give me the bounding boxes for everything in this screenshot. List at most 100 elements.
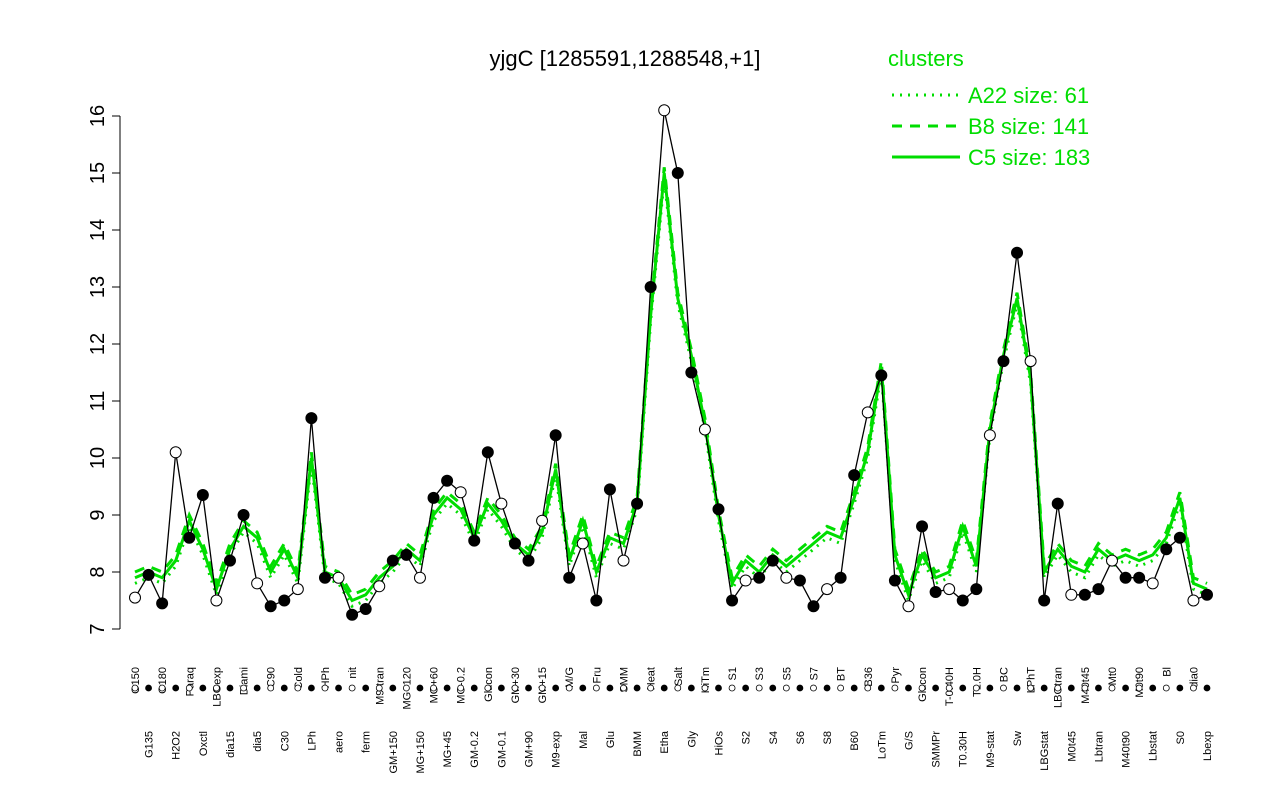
x-marker	[280, 684, 288, 692]
x-tick-label: B36	[863, 667, 875, 687]
y-tick-label: 8	[87, 566, 109, 577]
x-marker	[837, 684, 845, 692]
x-marker	[660, 684, 668, 692]
x-marker	[335, 684, 342, 692]
x-tick-label: C90	[266, 667, 278, 687]
legend-label: C5 size: 183	[968, 145, 1090, 170]
expression-line	[134, 110, 1208, 616]
x-marker	[769, 684, 777, 692]
data-point	[671, 167, 684, 179]
x-marker	[484, 684, 492, 692]
x-tick-label: GM-0.1	[496, 731, 508, 768]
x-marker	[810, 684, 817, 692]
data-point	[590, 594, 603, 607]
data-point	[617, 554, 630, 567]
x-marker	[687, 684, 695, 692]
x-tick-label: ferm	[361, 731, 373, 753]
x-marker	[362, 684, 370, 692]
data-point	[1038, 594, 1051, 607]
data-point	[291, 583, 304, 596]
data-point	[888, 574, 901, 587]
data-point	[142, 568, 155, 581]
x-tick-label: M9-stat	[985, 731, 997, 768]
data-point	[726, 594, 739, 607]
x-marker	[1000, 684, 1007, 692]
x-marker	[253, 684, 261, 692]
x-marker	[796, 684, 804, 692]
data-point	[875, 369, 888, 382]
chart-title: yjgC [1285591,1288548,+1]	[490, 46, 761, 71]
data-point	[943, 583, 956, 596]
data-point	[576, 537, 589, 550]
data-point	[332, 571, 345, 584]
data-point	[997, 355, 1010, 368]
x-tick-label: M0t45	[1066, 731, 1078, 762]
x-marker	[932, 684, 940, 692]
x-tick-label: GM-0.2	[469, 731, 481, 768]
x-marker	[701, 684, 709, 692]
data-point	[522, 554, 535, 567]
x-marker	[986, 684, 994, 692]
data-point	[400, 548, 413, 561]
x-marker	[972, 684, 980, 692]
data-point	[183, 531, 196, 544]
x-marker	[552, 684, 560, 692]
data-point	[563, 571, 576, 584]
x-tick-label: MG+150	[415, 731, 427, 774]
x-tick-label: Paraq	[184, 667, 196, 696]
x-tick-label: GM+150	[388, 731, 400, 774]
data-point	[970, 583, 983, 596]
x-tick-label: dia15	[225, 731, 237, 758]
x-tick-label: Mt0	[1107, 667, 1119, 685]
x-marker	[294, 684, 302, 692]
x-tick-label: B60	[849, 731, 861, 751]
x-marker	[145, 684, 152, 692]
x-marker	[674, 684, 682, 692]
x-marker	[416, 684, 424, 692]
x-tick-label: LoTm	[876, 731, 888, 759]
data-point	[1173, 531, 1186, 544]
data-point	[793, 574, 806, 587]
x-tick-label: M/G	[564, 667, 576, 688]
x-marker	[823, 684, 831, 692]
x-marker	[1067, 684, 1075, 692]
data-point	[807, 600, 820, 613]
data-point	[929, 585, 942, 598]
y-tick-label: 9	[87, 509, 109, 520]
x-tick-label: C30	[279, 731, 291, 751]
x-tick-label: BMM	[632, 731, 644, 757]
x-marker	[199, 684, 207, 692]
x-marker	[511, 684, 519, 692]
data-point	[848, 469, 861, 482]
data-point	[549, 429, 562, 442]
data-point	[1187, 594, 1200, 607]
x-tick-label: S7	[808, 667, 820, 680]
y-tick-label: 11	[87, 391, 109, 412]
x-marker	[1013, 684, 1021, 692]
data-point	[1201, 588, 1213, 601]
data-point	[468, 534, 481, 547]
x-marker	[185, 684, 193, 692]
x-tick-label: S4	[768, 731, 780, 744]
data-point	[983, 429, 996, 442]
x-marker	[1122, 684, 1129, 692]
x-tick-label: HiOs	[713, 731, 725, 756]
data-point	[454, 486, 467, 499]
x-marker	[158, 684, 166, 692]
x-tick-label: Lbexp	[1202, 731, 1214, 761]
x-marker	[375, 684, 383, 692]
x-marker	[1203, 684, 1211, 692]
x-marker	[945, 684, 953, 692]
x-marker	[579, 684, 587, 692]
data-point	[834, 571, 847, 584]
x-tick-label: S8	[822, 731, 834, 744]
data-point	[156, 597, 169, 610]
x-marker	[348, 684, 356, 692]
x-tick-label: M40t90	[1121, 731, 1133, 768]
x-marker	[620, 684, 627, 692]
x-marker	[918, 684, 926, 692]
x-marker	[525, 684, 532, 692]
data-point	[902, 600, 915, 613]
data-point	[346, 608, 359, 621]
